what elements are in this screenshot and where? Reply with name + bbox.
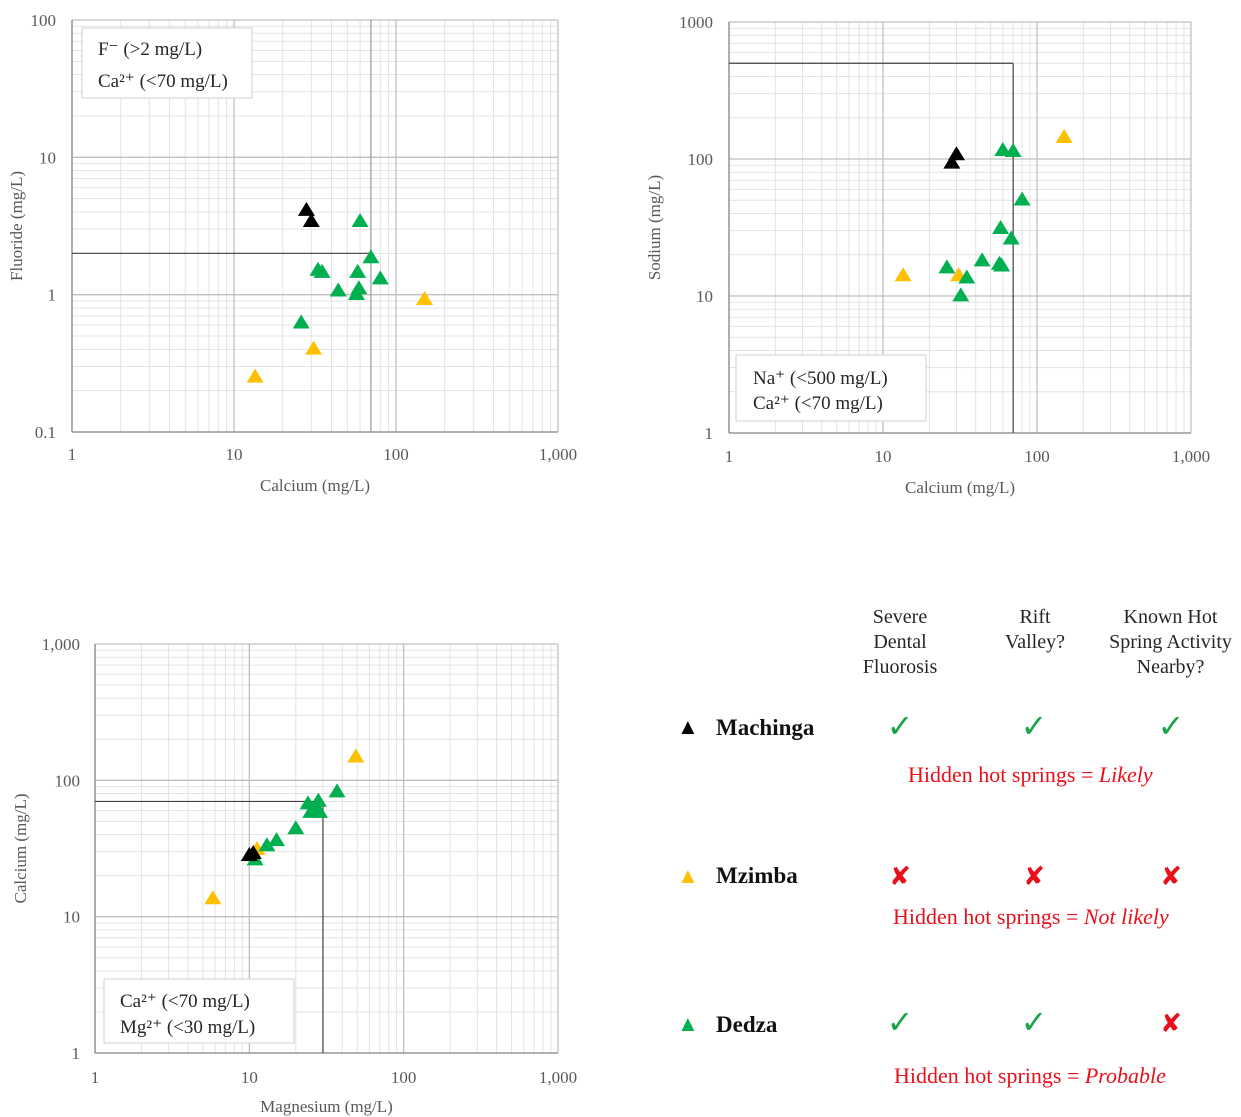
- y-tick-label: 1: [705, 424, 714, 443]
- data-point-dedza: [268, 832, 286, 847]
- x-tick-label: 100: [391, 1068, 417, 1087]
- y-tick-label: 10: [39, 148, 56, 167]
- x-tick-label: 10: [875, 447, 892, 466]
- legend-line: Mg²⁺ (<30 mg/L): [120, 1017, 255, 1038]
- data-point-mzimba: [305, 340, 323, 355]
- y-tick-label: 1,000: [42, 635, 80, 654]
- data-point-dedza: [350, 280, 368, 295]
- data-point-dedza: [1004, 143, 1022, 158]
- data-point-dedza: [958, 269, 976, 284]
- x-tick-label: 1,000: [539, 1068, 577, 1087]
- legend-box: [81, 27, 253, 99]
- data-point-dedza: [371, 270, 389, 285]
- data-point-dedza: [362, 249, 380, 264]
- data-point-mzimba: [894, 267, 912, 282]
- x-axis-label: Calcium (mg/L): [905, 478, 1015, 497]
- x-tick-label: 10: [226, 445, 243, 464]
- legend-line: Ca²⁺ (<70 mg/L): [98, 71, 228, 92]
- y-tick-label: 0.1: [35, 423, 56, 442]
- y-tick-label: 1: [72, 1044, 81, 1063]
- data-point-dedza: [952, 287, 970, 302]
- data-point-dedza: [313, 263, 331, 278]
- data-point-dedza: [351, 212, 369, 227]
- data-point-mzimba: [347, 748, 365, 763]
- data-point-dedza: [292, 314, 310, 329]
- data-point-machinga: [943, 154, 961, 169]
- y-axis-label: Sodium (mg/L): [645, 175, 664, 280]
- x-axis-label: Calcium (mg/L): [260, 476, 370, 495]
- data-point-machinga: [302, 212, 320, 227]
- y-axis-label: Calcium (mg/L): [11, 793, 30, 903]
- data-point-dedza: [287, 820, 305, 835]
- y-tick-label: 10: [63, 908, 80, 927]
- data-point-dedza: [349, 263, 367, 278]
- data-point-dedza: [328, 783, 346, 798]
- data-point-mzimba: [416, 290, 434, 305]
- data-point-machinga: [244, 844, 262, 859]
- legend-box: [735, 354, 927, 422]
- legend-line: Ca²⁺ (<70 mg/L): [753, 393, 883, 414]
- x-tick-label: 100: [383, 445, 409, 464]
- data-point-dedza: [329, 282, 347, 297]
- data-point-mzimba: [246, 368, 264, 383]
- data-point-dedza: [311, 803, 329, 818]
- legend-line: Ca²⁺ (<70 mg/L): [120, 991, 250, 1012]
- legend-line: F⁻ (>2 mg/L): [98, 39, 202, 60]
- data-point-dedza: [258, 837, 276, 852]
- x-tick-label: 1,000: [539, 445, 577, 464]
- data-point-mzimba: [204, 890, 222, 905]
- y-tick-label: 1000: [679, 13, 713, 32]
- x-tick-label: 1: [725, 447, 734, 466]
- y-tick-label: 100: [688, 150, 714, 169]
- data-point-dedza: [309, 792, 327, 807]
- data-point-dedza: [938, 259, 956, 274]
- legend-line: Na⁺ (<500 mg/L): [753, 368, 888, 389]
- data-point-dedza: [994, 142, 1012, 157]
- data-point-machinga: [947, 146, 965, 161]
- data-point-machinga: [297, 201, 315, 216]
- legend-box: [103, 978, 295, 1044]
- y-tick-label: 100: [55, 771, 81, 790]
- data-point-dedza: [993, 257, 1011, 272]
- data-point-dedza: [1002, 230, 1020, 245]
- x-tick-label: 1: [68, 445, 77, 464]
- x-tick-label: 1: [91, 1068, 100, 1087]
- y-tick-label: 100: [31, 11, 57, 30]
- x-tick-label: 10: [241, 1068, 258, 1087]
- data-point-dedza: [973, 252, 991, 267]
- data-point-mzimba: [1055, 129, 1073, 144]
- y-tick-label: 1: [48, 286, 57, 305]
- data-point-dedza: [992, 220, 1010, 235]
- y-axis-label: Fluoride (mg/L): [7, 171, 26, 281]
- x-tick-label: 1,000: [1172, 447, 1210, 466]
- x-axis-label: Magnesium (mg/L): [260, 1097, 393, 1116]
- x-tick-label: 100: [1024, 447, 1050, 466]
- data-point-dedza: [1013, 191, 1031, 206]
- y-tick-label: 10: [696, 287, 713, 306]
